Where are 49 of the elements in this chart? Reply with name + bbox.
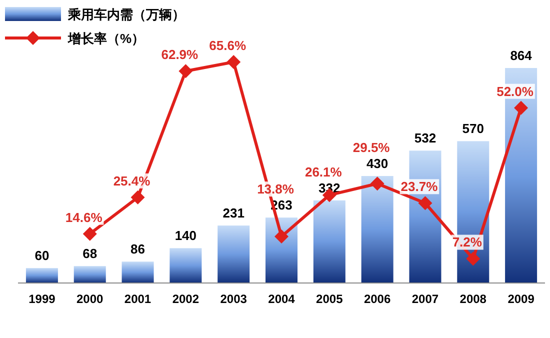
x-tick-label: 2004 <box>268 292 296 306</box>
legend-label: 增长率（%） <box>67 31 145 46</box>
point <box>82 226 97 241</box>
point <box>514 100 528 115</box>
point <box>466 252 480 266</box>
x-tick-label: 1999 <box>28 292 56 306</box>
data-label: 231 <box>222 206 244 221</box>
data-label: 52.0% <box>496 84 534 99</box>
x-tick-label: 2009 <box>508 292 535 306</box>
bar <box>313 200 346 283</box>
data-label: 7.2% <box>452 234 482 250</box>
data-label: 864 <box>510 48 533 63</box>
data-label: 570 <box>462 121 484 136</box>
data-label: 65.6% <box>209 38 246 53</box>
data-label: 140 <box>174 228 197 244</box>
bar <box>361 176 394 283</box>
point <box>130 190 145 204</box>
x-tick-label: 2003 <box>220 292 248 306</box>
bar <box>74 266 106 283</box>
data-label: 62.9% <box>161 47 199 62</box>
x-tick-label: 2007 <box>412 292 439 306</box>
bar <box>122 262 154 283</box>
data-label: 86 <box>130 242 146 257</box>
x-tick-label: 2006 <box>364 292 391 306</box>
point <box>226 55 241 69</box>
data-label: 532 <box>414 130 436 146</box>
point <box>274 230 288 244</box>
bar <box>266 218 298 283</box>
data-label: 13.8% <box>257 182 294 197</box>
data-label: 430 <box>366 156 388 171</box>
data-label: 14.6% <box>65 210 103 225</box>
point <box>370 176 384 191</box>
data-label: 25.4% <box>113 173 151 188</box>
x-tick-label: 2008 <box>460 292 487 306</box>
point <box>178 64 193 78</box>
x-tick-label: 2000 <box>76 292 104 306</box>
bar <box>218 226 250 283</box>
x-tick-label: 2001 <box>124 292 152 306</box>
data-label: 60 <box>34 248 50 264</box>
x-tick-label: 2002 <box>172 292 200 306</box>
legend-label: 乘用车内需（万辆） <box>67 7 185 22</box>
data-label: 29.5% <box>352 140 390 155</box>
data-label: 23.7% <box>400 179 438 194</box>
point <box>418 196 432 210</box>
data-label: 68 <box>82 246 98 262</box>
data-label: 26.1% <box>304 164 342 180</box>
x-tick-label: 2005 <box>316 292 344 306</box>
bar <box>170 248 202 283</box>
bar <box>26 268 58 283</box>
